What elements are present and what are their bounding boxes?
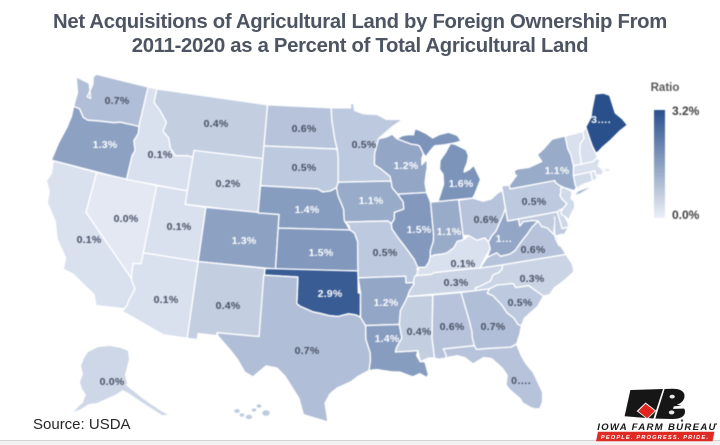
svg-text:Ratio: Ratio xyxy=(651,82,680,94)
svg-text:0.1%: 0.1% xyxy=(167,221,192,233)
svg-text:3.2%: 3.2% xyxy=(672,104,700,118)
svg-text:1…: 1… xyxy=(496,233,513,245)
svg-text:0.6%: 0.6% xyxy=(292,123,317,135)
svg-text:1.2%: 1.2% xyxy=(394,160,419,172)
svg-text:3….: 3…. xyxy=(591,114,611,126)
svg-text:0.5%: 0.5% xyxy=(352,139,377,151)
svg-text:0.1%: 0.1% xyxy=(451,258,476,270)
svg-text:0.0%: 0.0% xyxy=(672,208,700,222)
svg-text:PEOPLE. PROGRESS. PRIDE.: PEOPLE. PROGRESS. PRIDE. xyxy=(601,435,709,441)
svg-text:0.4%: 0.4% xyxy=(407,326,432,338)
svg-text:0.1%: 0.1% xyxy=(154,294,179,306)
svg-text:1.2%: 1.2% xyxy=(374,297,399,309)
svg-text:0.1%: 0.1% xyxy=(77,234,102,246)
svg-text:0.0%: 0.0% xyxy=(100,376,125,388)
svg-text:1.5%: 1.5% xyxy=(309,247,334,259)
svg-text:0….: 0…. xyxy=(511,375,531,387)
svg-text:0.3%: 0.3% xyxy=(520,273,545,285)
svg-text:1.4%: 1.4% xyxy=(375,333,400,345)
svg-text:1.1%: 1.1% xyxy=(437,226,462,238)
svg-text:0.6%: 0.6% xyxy=(521,244,546,256)
svg-text:1.1%: 1.1% xyxy=(359,195,384,207)
svg-text:1.6%: 1.6% xyxy=(449,178,474,190)
svg-text:2.9%: 2.9% xyxy=(318,288,343,300)
svg-text:0.4%: 0.4% xyxy=(204,118,229,130)
svg-text:1.1%: 1.1% xyxy=(545,165,570,177)
svg-text:0.7%: 0.7% xyxy=(105,95,130,107)
svg-text:1.5%: 1.5% xyxy=(407,224,432,236)
svg-text:0.6%: 0.6% xyxy=(440,321,465,333)
svg-text:1.4%: 1.4% xyxy=(295,204,320,216)
svg-text:0.2%: 0.2% xyxy=(216,178,241,190)
svg-text:0.7%: 0.7% xyxy=(481,321,506,333)
svg-text:0.6%: 0.6% xyxy=(474,214,499,226)
svg-text:0.5%: 0.5% xyxy=(292,162,317,174)
svg-text:0.5%: 0.5% xyxy=(508,297,533,309)
svg-text:0.4%: 0.4% xyxy=(216,300,241,312)
svg-text:0.7%: 0.7% xyxy=(295,345,320,357)
svg-text:1.3%: 1.3% xyxy=(93,139,118,151)
svg-text:IOWA FARM BUREAU: IOWA FARM BUREAU xyxy=(597,422,717,433)
svg-text:0.5%: 0.5% xyxy=(522,196,547,208)
svg-text:0.5%: 0.5% xyxy=(373,247,398,259)
svg-text:0.0%: 0.0% xyxy=(114,213,139,225)
svg-text:0.3%: 0.3% xyxy=(444,277,469,289)
svg-text:1.3%: 1.3% xyxy=(232,235,257,247)
svg-text:0.1%: 0.1% xyxy=(148,149,173,161)
